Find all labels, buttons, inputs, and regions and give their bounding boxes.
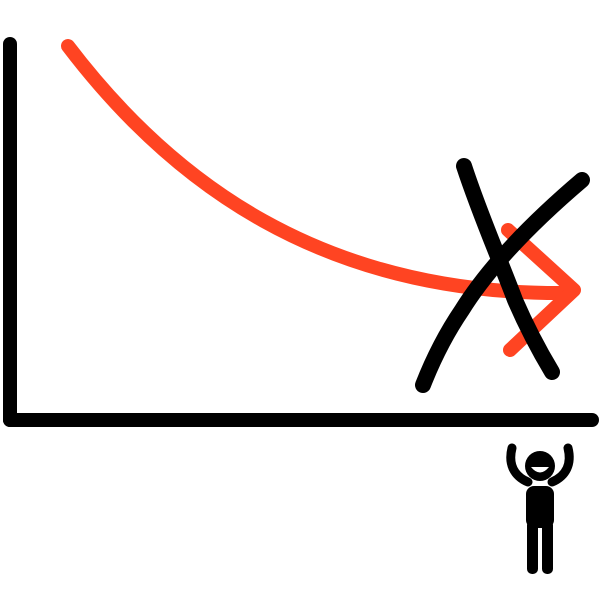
chart-axes (3, 37, 599, 427)
x-mark-stroke-up (415, 172, 590, 393)
person-torso (526, 486, 554, 528)
person-left-arm (506, 443, 533, 487)
x-mark-stroke-down (456, 158, 560, 380)
person-left-leg (527, 520, 538, 574)
person-right-leg (542, 520, 553, 574)
downward-curved-arrow-icon (61, 39, 581, 357)
x-mark-icon (415, 158, 590, 393)
person-smile (531, 467, 549, 473)
person-head (525, 451, 555, 481)
cheering-person-icon (506, 443, 574, 574)
person-right-arm (547, 443, 574, 487)
